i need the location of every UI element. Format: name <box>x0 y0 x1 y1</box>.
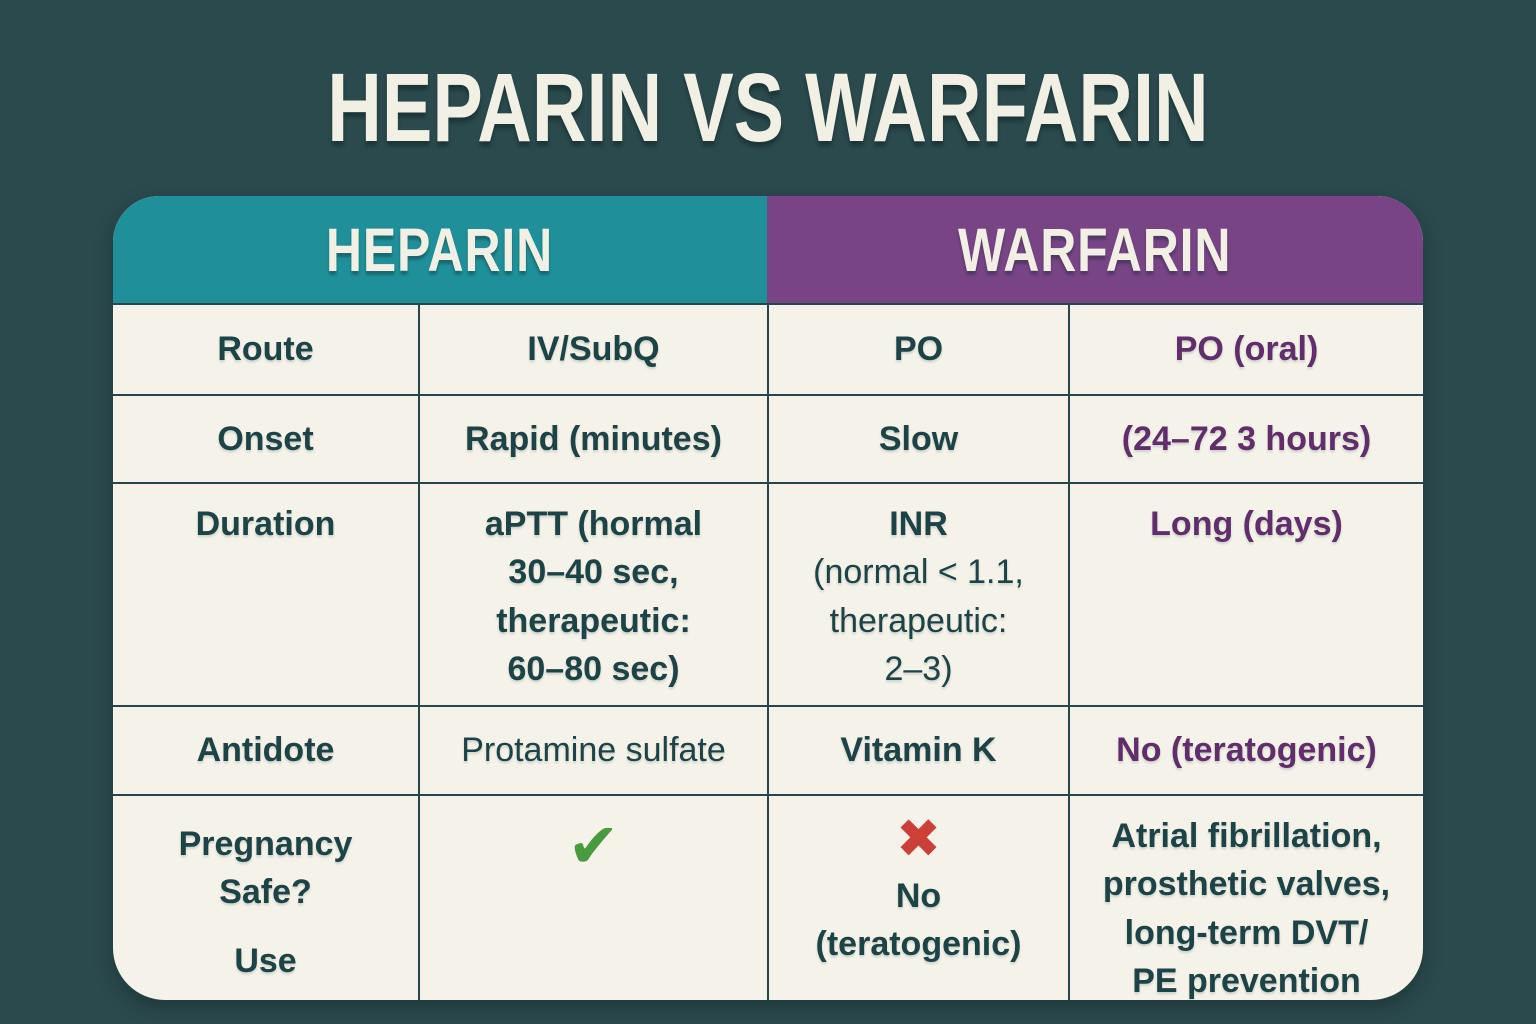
cell-duration-heparin: aPTT (hormal 30–40 sec, therapeutic: 60–… <box>418 482 767 705</box>
heparin-header-label: HEPARIN <box>326 215 554 284</box>
cell-antidote-warfarin-a: Vitamin K <box>767 705 1068 794</box>
page-title: HEPARIN VS WARFARIN <box>327 53 1209 162</box>
warfarin-column-header: WARFARIN <box>767 196 1423 303</box>
cell-onset-heparin: Rapid (minutes) <box>418 394 767 482</box>
row-label-antidote: Antidote <box>113 705 418 794</box>
cell-route-warfarin-a: PO <box>767 303 1068 394</box>
cell-antidote-warfarin-b: No (teratogenic) <box>1068 705 1423 794</box>
row-label-duration: Duration <box>113 482 418 705</box>
row-label-route: Route <box>113 303 418 394</box>
warfarin-header-label: WARFARIN <box>958 215 1232 284</box>
cross-icon: ✖ <box>895 809 942 869</box>
cell-onset-warfarin-a: Slow <box>767 394 1068 482</box>
pregnancy-warfarin-text: No (teratogenic) <box>815 877 1022 964</box>
cell-duration-warfarin-a: INR (normal < 1.1, therapeutic: 2–3) <box>767 482 1068 705</box>
cell-route-heparin: IV/SubQ <box>418 303 767 394</box>
row-label-pregnancy-use: Pregnancy Safe? Use <box>113 794 418 1000</box>
check-icon: ✔ <box>567 812 620 881</box>
pregnancy-safe-label: Pregnancy Safe? <box>178 825 353 912</box>
inr-detail: (normal < 1.1, therapeutic: 2–3) <box>813 553 1024 688</box>
cell-pregnancy-heparin: ✔ <box>418 794 767 1000</box>
cell-duration-warfarin-b: Long (days) <box>1068 482 1423 705</box>
cell-onset-warfarin-b: (24–72 3 hours) <box>1068 394 1423 482</box>
cell-use-warfarin-b: Atrial fibrillation, prosthetic valves, … <box>1068 794 1423 1000</box>
use-label: Use <box>234 941 297 980</box>
inr-title: INR <box>889 505 948 543</box>
comparison-table: HEPARIN WARFARIN Route IV/SubQ PO PO (or… <box>113 196 1423 1000</box>
cell-route-warfarin-b: PO (oral) <box>1068 303 1423 394</box>
row-label-onset: Onset <box>113 394 418 482</box>
cell-antidote-heparin: Protamine sulfate <box>418 705 767 794</box>
heparin-column-header: HEPARIN <box>113 196 767 303</box>
page-header: HEPARIN VS WARFARIN <box>0 52 1536 172</box>
cell-pregnancy-warfarin-a: ✖ No (teratogenic) <box>767 794 1068 1000</box>
